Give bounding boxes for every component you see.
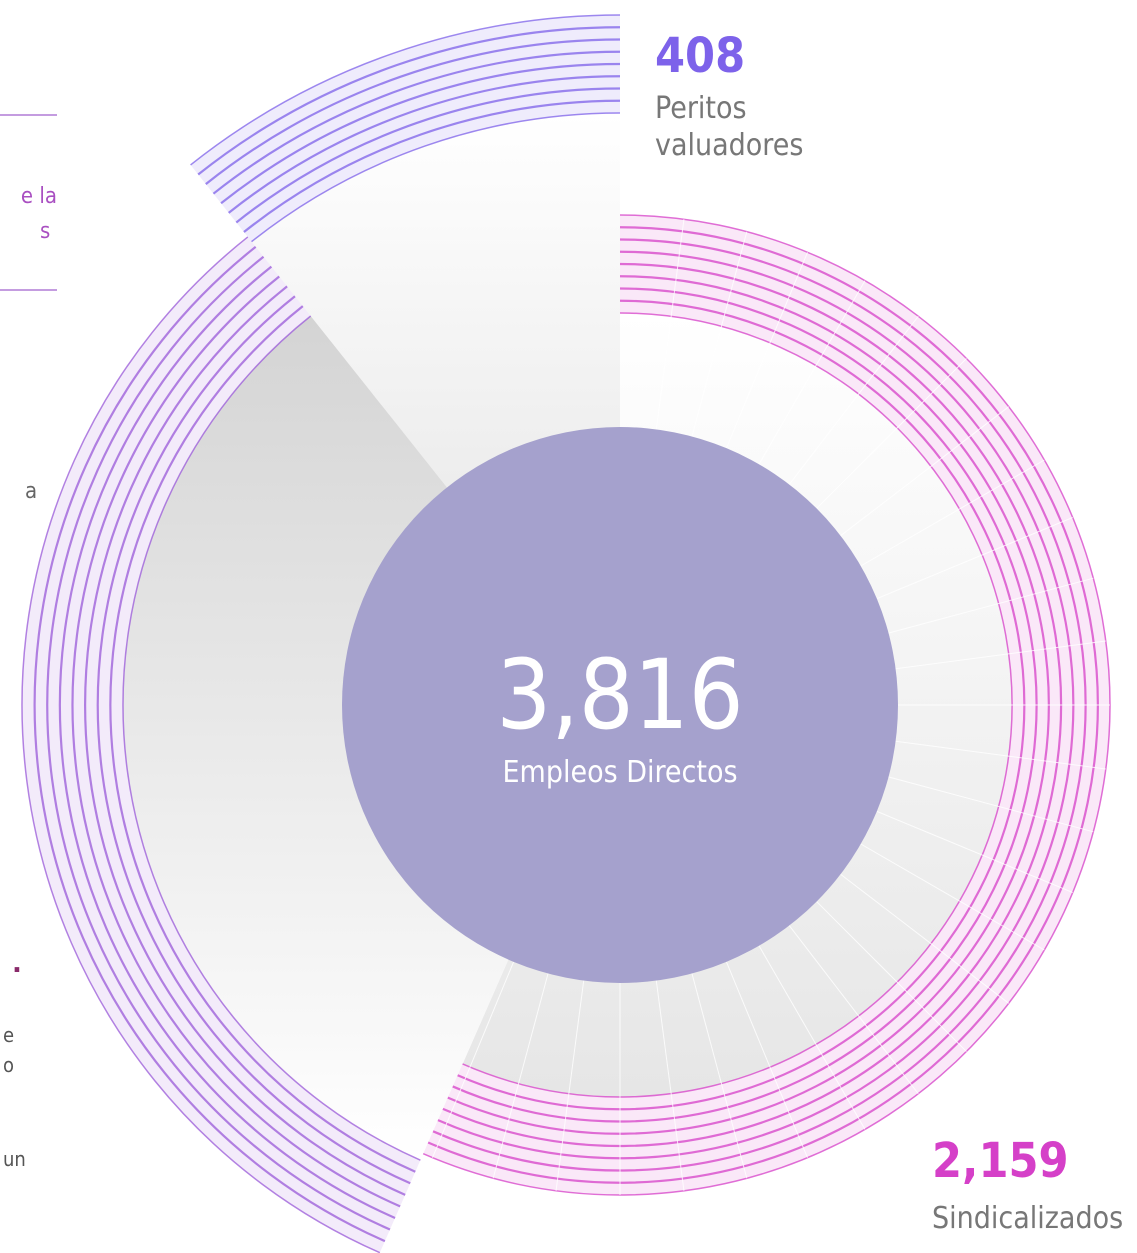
- divider: [895, 740, 1106, 770]
- divider: [492, 973, 549, 1179]
- divider: [788, 315, 919, 485]
- segment-band: [190, 15, 620, 242]
- band-stripe: [84, 285, 406, 1196]
- divider: [816, 901, 967, 1052]
- segment-band: [423, 215, 1111, 1195]
- band-stripe: [447, 275, 1050, 1135]
- band-stripe: [442, 262, 1063, 1148]
- band-stripe: [251, 112, 621, 243]
- divider: [888, 776, 1094, 833]
- segment-name: Sindicalizados: [932, 1201, 1123, 1236]
- total-value: 3,816: [496, 639, 743, 751]
- divider: [860, 459, 1045, 567]
- band-stripe: [243, 99, 621, 233]
- divider: [655, 980, 685, 1191]
- band-stripe: [109, 305, 416, 1173]
- band-stripe: [227, 75, 621, 214]
- band-stripe: [190, 14, 621, 166]
- divider: [691, 231, 748, 437]
- side-fragment: s: [40, 219, 50, 244]
- divider: [840, 406, 1010, 537]
- band-stripe: [205, 38, 621, 185]
- side-fragment: a: [25, 479, 37, 504]
- divider: [758, 945, 866, 1130]
- center-circle: [342, 427, 898, 983]
- band-stripe: [432, 238, 1087, 1172]
- band-stripe: [33, 245, 386, 1243]
- band-stripe: [212, 50, 621, 195]
- divider: [876, 810, 1073, 893]
- divider: [860, 843, 1045, 951]
- band-stripe: [122, 315, 421, 1161]
- divider: [788, 925, 919, 1095]
- segment-band: [21, 236, 421, 1253]
- divider: [888, 577, 1094, 634]
- divider: [725, 961, 808, 1158]
- band-stripe: [71, 275, 401, 1208]
- total-caption: Empleos Directos: [502, 755, 737, 790]
- divider: [816, 358, 967, 509]
- divider: [725, 252, 808, 449]
- side-fragment: un: [3, 1147, 26, 1171]
- divider: [432, 961, 515, 1158]
- band-stripe: [235, 87, 621, 224]
- divider: [655, 219, 685, 430]
- band-stripe: [96, 295, 411, 1185]
- divider: [895, 640, 1106, 670]
- side-fragment: o: [3, 1053, 14, 1077]
- divider: [691, 973, 748, 1179]
- band-stripe: [21, 236, 381, 1253]
- divider: [840, 873, 1010, 1004]
- segment-name: valuadores: [655, 128, 803, 163]
- band-stripe: [457, 299, 1026, 1111]
- segment-value: 408: [655, 28, 745, 84]
- divider: [758, 280, 866, 465]
- segment-value: 2,159: [932, 1133, 1069, 1189]
- segment-name: Peritos: [655, 91, 747, 126]
- band-stripe: [422, 214, 1111, 1196]
- divider: [876, 517, 1073, 600]
- band-stripe: [462, 312, 1013, 1098]
- divider: [555, 980, 585, 1191]
- band-stripe: [197, 26, 621, 176]
- side-fragment: e: [3, 1023, 14, 1047]
- band-stripe: [437, 250, 1075, 1160]
- band-stripe: [220, 62, 621, 205]
- side-fragment: e la: [21, 184, 57, 209]
- side-fragment: .: [12, 949, 22, 979]
- band-stripe: [427, 226, 1099, 1184]
- band-stripe: [452, 287, 1038, 1123]
- band-stripe: [46, 255, 391, 1231]
- band-stripe: [58, 265, 396, 1219]
